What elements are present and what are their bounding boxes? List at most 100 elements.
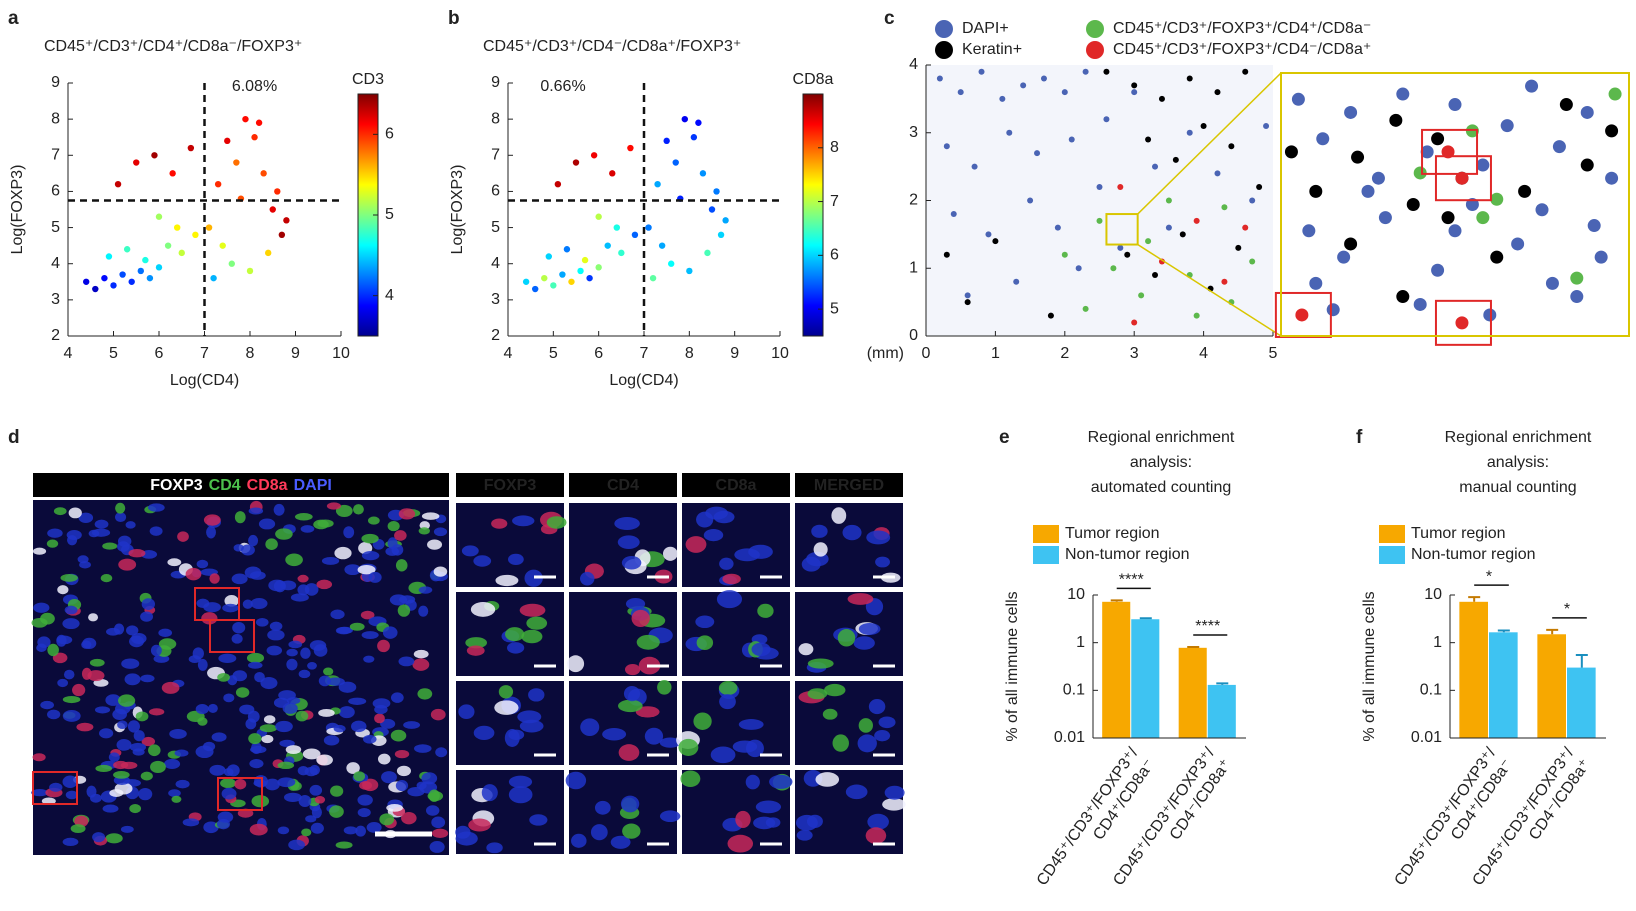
- cell: [175, 779, 190, 789]
- point: [699, 170, 707, 177]
- error-bar: [1216, 682, 1229, 685]
- cell: [288, 640, 303, 649]
- point: [146, 274, 154, 282]
- cell: [858, 718, 873, 733]
- inset-point: [1605, 124, 1619, 138]
- cell: [286, 697, 301, 705]
- cell: [115, 502, 126, 514]
- cell: [218, 653, 237, 664]
- cell: [419, 521, 430, 530]
- cell: [203, 821, 219, 834]
- cell: [738, 719, 764, 730]
- cell: [617, 535, 640, 550]
- point: [1034, 150, 1041, 157]
- cell: [102, 542, 118, 550]
- point: [1068, 136, 1075, 143]
- cell: [884, 785, 905, 800]
- cell: [874, 729, 891, 742]
- cell: [617, 699, 643, 713]
- cell: [297, 574, 309, 583]
- point: [114, 181, 122, 188]
- column-label: CD8a: [716, 477, 757, 494]
- cell: [798, 643, 814, 656]
- cell: [335, 626, 352, 635]
- cell: [128, 549, 146, 558]
- cell: [431, 828, 449, 838]
- cell: [508, 775, 533, 789]
- cell: [33, 602, 50, 613]
- cell: [167, 558, 182, 567]
- x-tick-label: 6: [594, 345, 603, 362]
- legend-marker: [1086, 20, 1104, 38]
- cell: [62, 695, 81, 704]
- cell: [265, 538, 278, 550]
- point: [964, 292, 971, 299]
- cell: [267, 629, 285, 641]
- point: [1061, 89, 1068, 96]
- point: [224, 137, 231, 145]
- x-tick-label: 8: [246, 345, 255, 362]
- cell: [94, 706, 111, 714]
- y-tick-label: 8: [51, 110, 60, 127]
- inset-point: [1396, 87, 1410, 101]
- y-tick-label: 4: [51, 255, 60, 272]
- cell: [507, 553, 524, 566]
- cell: [348, 697, 367, 705]
- stain-label: CD4: [209, 477, 241, 494]
- inset-point: [1608, 87, 1622, 101]
- cell: [309, 764, 321, 776]
- point: [251, 134, 258, 141]
- point: [645, 224, 652, 231]
- cell: [430, 708, 446, 721]
- point: [214, 181, 222, 188]
- inset-point: [1431, 132, 1445, 146]
- cell: [89, 658, 105, 667]
- chart-title: Regional enrichment: [1088, 429, 1235, 446]
- y-tick-label: 0.1: [1420, 682, 1442, 699]
- cell: [470, 602, 496, 617]
- cell: [66, 529, 82, 540]
- y-tick-label: 6: [51, 183, 60, 200]
- cell: [403, 721, 421, 729]
- chart-title: CD45⁺/CD3⁺/CD4⁺/CD8a⁻/FOXP3⁺: [44, 38, 302, 55]
- cell: [118, 558, 137, 571]
- cell: [206, 526, 216, 539]
- cell: [150, 760, 166, 774]
- cell: [753, 816, 776, 830]
- point: [269, 206, 276, 213]
- x-axis-label: Log(CD4): [170, 372, 239, 389]
- cell: [610, 835, 631, 849]
- highlight-box: [1421, 128, 1479, 175]
- point: [1131, 89, 1138, 96]
- cell: [512, 515, 535, 527]
- inset-point: [1594, 250, 1608, 264]
- column-label: FOXP3: [484, 477, 537, 494]
- cell: [317, 519, 334, 528]
- cell: [623, 686, 641, 702]
- cell: [748, 544, 773, 559]
- cell: [248, 507, 264, 515]
- cell: [68, 507, 82, 519]
- cell: [297, 584, 310, 596]
- inset-point: [1552, 140, 1566, 154]
- cell: [161, 681, 180, 694]
- point: [964, 299, 971, 306]
- inset-point: [1441, 145, 1455, 159]
- cell: [115, 512, 127, 523]
- header-bar: [456, 473, 564, 497]
- cell: [685, 536, 707, 553]
- column-label: CD4: [607, 477, 639, 494]
- cell: [260, 676, 278, 690]
- inset-point: [1406, 198, 1420, 211]
- cell: [416, 781, 427, 790]
- cell: [644, 727, 664, 745]
- cell: [367, 516, 380, 525]
- cell: [418, 586, 433, 594]
- cell: [755, 800, 782, 814]
- cell: [429, 841, 445, 853]
- point: [1193, 217, 1200, 224]
- cell: [295, 710, 309, 722]
- cell: [407, 787, 425, 797]
- point: [1117, 183, 1124, 190]
- y-axis-label: Log(FOXP3): [449, 165, 466, 255]
